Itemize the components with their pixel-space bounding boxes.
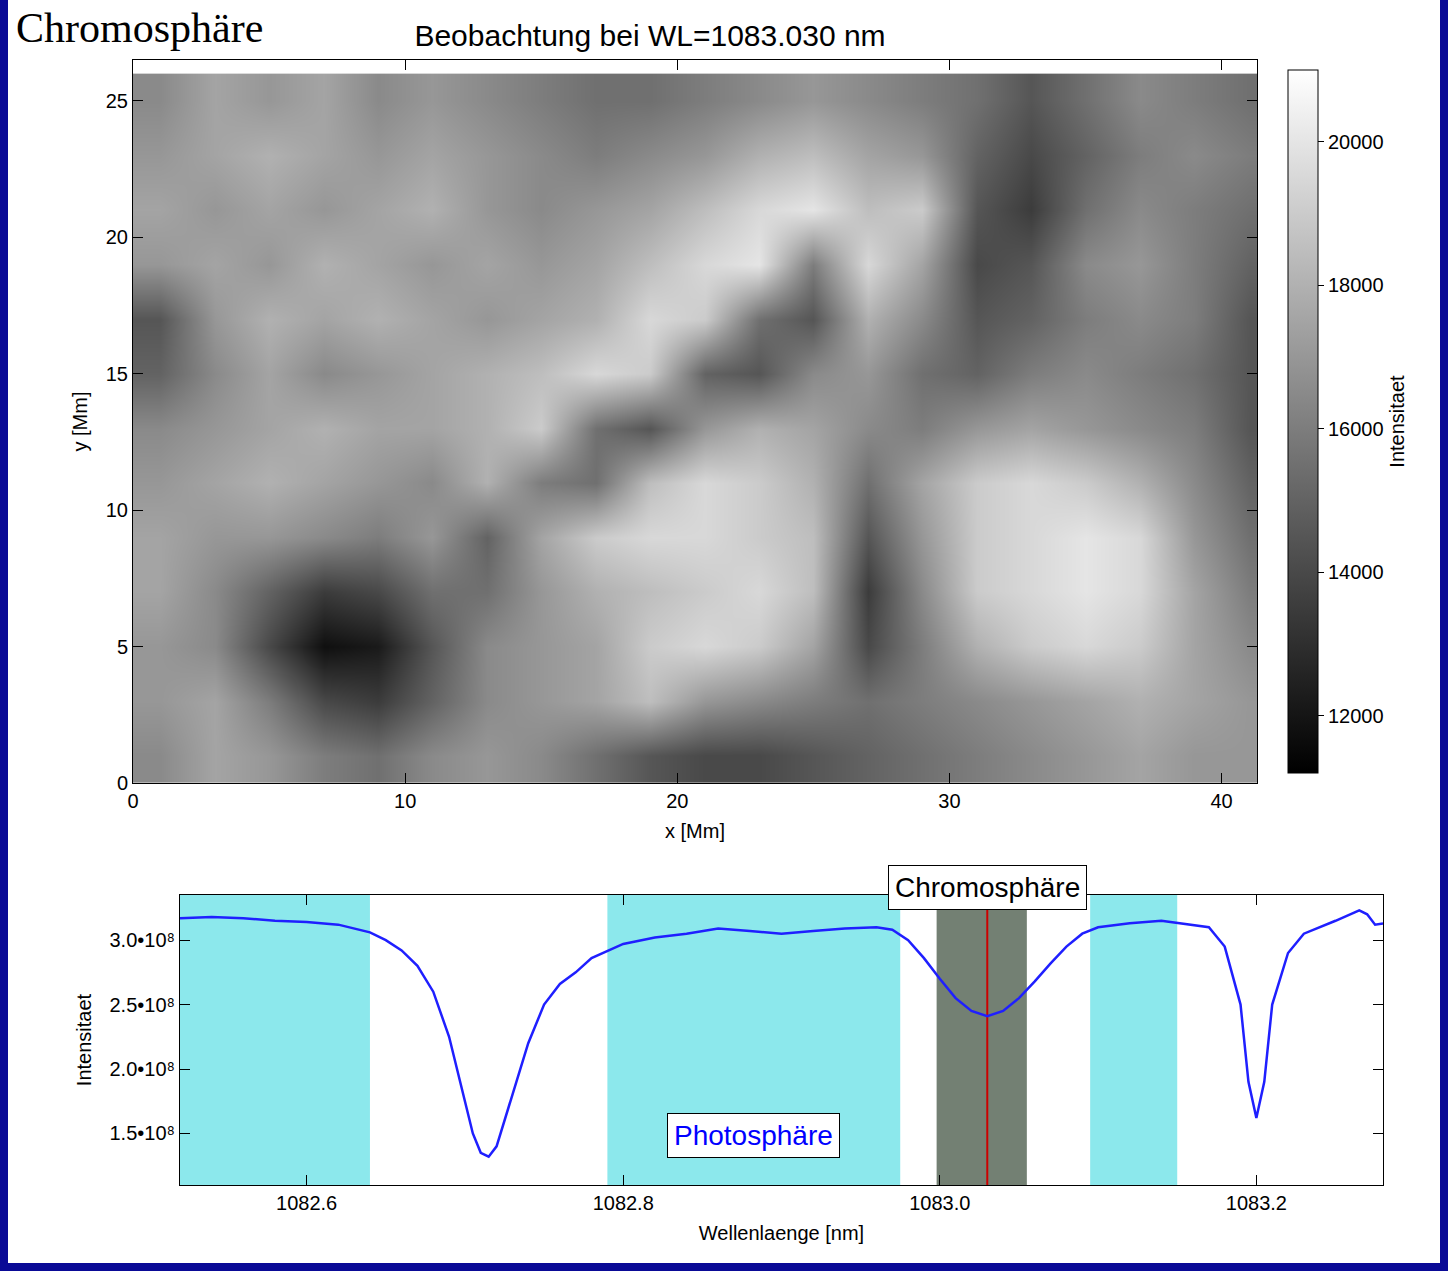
- svg-text:25: 25: [106, 90, 128, 112]
- svg-text:Chromosphäre: Chromosphäre: [16, 5, 263, 51]
- svg-text:Intensitaet: Intensitaet: [1386, 375, 1408, 468]
- svg-text:x [Mm]: x [Mm]: [665, 820, 725, 842]
- svg-text:Intensitaet: Intensitaet: [73, 993, 95, 1086]
- svg-text:2.5•10⁸: 2.5•10⁸: [110, 994, 176, 1016]
- svg-text:1.5•10⁸: 1.5•10⁸: [110, 1122, 176, 1144]
- svg-text:1082.6: 1082.6: [276, 1192, 337, 1214]
- svg-text:1083.2: 1083.2: [1226, 1192, 1287, 1214]
- svg-text:Beobachtung bei WL=1083.030 nm: Beobachtung bei WL=1083.030 nm: [414, 19, 885, 52]
- svg-text:Photosphäre: Photosphäre: [674, 1120, 833, 1151]
- svg-text:0: 0: [117, 772, 128, 794]
- svg-text:20: 20: [666, 790, 688, 812]
- svg-text:20: 20: [106, 226, 128, 248]
- svg-text:0: 0: [127, 790, 138, 812]
- svg-text:2.0•10⁸: 2.0•10⁸: [110, 1058, 176, 1080]
- svg-text:20000: 20000: [1328, 131, 1384, 153]
- svg-text:16000: 16000: [1328, 418, 1384, 440]
- svg-text:y [Mm]: y [Mm]: [69, 392, 91, 452]
- svg-text:1083.0: 1083.0: [909, 1192, 970, 1214]
- svg-text:12000: 12000: [1328, 705, 1384, 727]
- svg-text:15: 15: [106, 363, 128, 385]
- svg-text:40: 40: [1210, 790, 1232, 812]
- svg-text:10: 10: [394, 790, 416, 812]
- svg-text:3.0•10⁸: 3.0•10⁸: [110, 929, 176, 951]
- svg-text:30: 30: [938, 790, 960, 812]
- svg-text:Chromosphäre: Chromosphäre: [895, 872, 1080, 903]
- svg-text:10: 10: [106, 499, 128, 521]
- svg-text:Wellenlaenge [nm]: Wellenlaenge [nm]: [699, 1222, 864, 1244]
- svg-text:1082.8: 1082.8: [593, 1192, 654, 1214]
- svg-text:18000: 18000: [1328, 274, 1384, 296]
- svg-text:14000: 14000: [1328, 561, 1384, 583]
- svg-text:5: 5: [117, 636, 128, 658]
